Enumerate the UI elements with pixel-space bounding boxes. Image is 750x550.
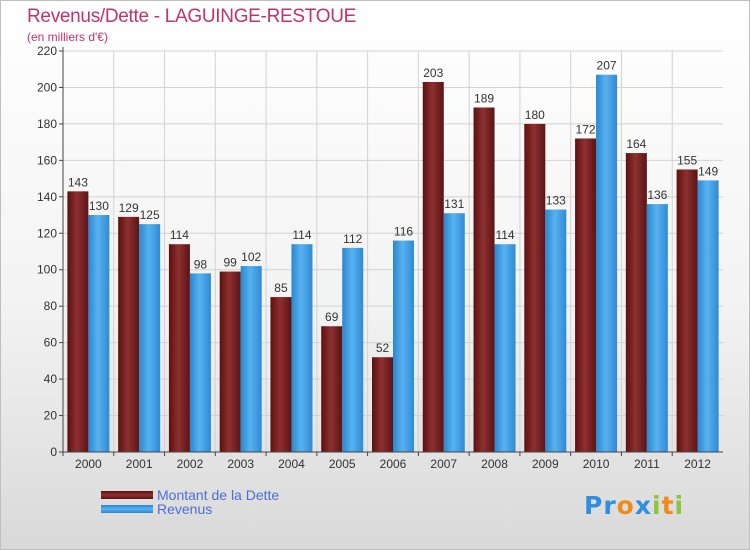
- bar-value-label: 149: [698, 164, 718, 178]
- bar-dette: [270, 297, 292, 452]
- x-tick-label: 2002: [177, 457, 204, 471]
- bar-value-label: 136: [647, 188, 667, 202]
- bar-value-label: 155: [677, 153, 697, 167]
- bar-revenus: [443, 213, 465, 452]
- x-tick-label: 2009: [532, 457, 559, 471]
- bar-revenus: [697, 180, 719, 452]
- bar-value-label: 131: [444, 197, 464, 211]
- x-tick-label: 2003: [227, 457, 254, 471]
- y-tick-label: 40: [44, 372, 58, 386]
- y-tick-label: 20: [44, 409, 58, 423]
- legend-item-revenus: Revenus: [101, 501, 213, 517]
- bar-dette: [372, 357, 393, 452]
- legend-label-revenus: Revenus: [157, 501, 213, 517]
- bar-revenus: [139, 224, 161, 452]
- x-tick-label: 2001: [126, 457, 153, 471]
- bar-value-label: 207: [597, 59, 617, 73]
- legend-label-dette: Montant de la Dette: [157, 487, 280, 503]
- bar-revenus: [189, 273, 211, 452]
- bar-dette: [422, 81, 444, 453]
- bar-value-label: 98: [194, 257, 208, 271]
- chart-subtitle: (en milliers d'€): [27, 30, 108, 44]
- bar-value-label: 99: [224, 256, 238, 270]
- legend-swatch-revenus: [101, 505, 153, 513]
- axis-layer: 0 20 40 60 80 100 120 140 160 180 200 220 2000 2001 20…: [37, 44, 723, 471]
- y-tick-label: 160: [37, 153, 57, 167]
- x-tick-label: 2008: [481, 457, 508, 471]
- bar-value-label: 189: [474, 92, 494, 106]
- bar-value-label: 164: [626, 137, 646, 151]
- x-tick-label: 2006: [380, 457, 407, 471]
- bar-value-label: 125: [140, 208, 160, 222]
- bar-dette: [67, 191, 89, 452]
- bar-revenus: [494, 244, 516, 452]
- bar-value-label: 180: [525, 108, 545, 122]
- bar-revenus: [545, 209, 567, 452]
- bar-value-label: 114: [292, 228, 311, 242]
- x-tick-label: 2004: [278, 457, 305, 471]
- legend-item-dette: Montant de la Dette: [101, 487, 280, 503]
- bar-revenus: [393, 240, 414, 452]
- x-tick-label: 2012: [684, 457, 711, 471]
- y-tick-label: 220: [37, 44, 57, 58]
- bar-dette: [168, 244, 190, 452]
- y-tick-label: 60: [44, 336, 58, 350]
- proxiti-logo: Proxiti: [584, 491, 685, 520]
- x-tick-label: 2007: [430, 457, 457, 471]
- bar-revenus: [291, 244, 313, 452]
- bar-dette: [321, 326, 343, 452]
- bar-revenus: [240, 266, 262, 452]
- bar-value-label: 130: [89, 199, 109, 213]
- y-tick-label: 120: [37, 226, 57, 240]
- bar-value-label: 52: [376, 341, 390, 355]
- bar-value-label: 172: [576, 122, 596, 136]
- x-tick-label: 2010: [583, 457, 610, 471]
- y-tick-label: 80: [44, 299, 58, 313]
- y-tick-label: 100: [37, 263, 57, 277]
- bar-dette: [575, 138, 597, 452]
- bar-value-label: 133: [546, 194, 566, 208]
- bar-dette: [676, 169, 698, 452]
- bar-dette: [219, 271, 241, 452]
- bar-dette: [625, 153, 647, 452]
- x-tick-label: 2011: [634, 457, 660, 471]
- bar-value-label: 69: [325, 310, 339, 324]
- bar-value-label: 114: [170, 228, 189, 242]
- y-tick-label: 200: [37, 80, 57, 94]
- bar-dette: [473, 107, 495, 452]
- bar-revenus: [342, 247, 364, 452]
- legend-swatch-dette: [101, 491, 153, 499]
- chart-title: Revenus/Dette - LAGUINGE-RESTOUE: [27, 6, 356, 27]
- bar-revenus: [646, 204, 668, 452]
- y-tick-label: 140: [37, 190, 57, 204]
- bar-value-label: 85: [274, 281, 288, 295]
- bar-revenus: [596, 74, 618, 452]
- bar-value-label: 102: [241, 250, 261, 264]
- bar-value-label: 114: [495, 228, 514, 242]
- bar-value-label: 203: [423, 66, 443, 80]
- bar-value-label: 143: [68, 175, 88, 189]
- bar-dette: [118, 216, 140, 452]
- bar-value-label: 112: [343, 232, 362, 246]
- x-tick-label: 2005: [329, 457, 356, 471]
- bar-revenus: [88, 215, 110, 452]
- bar-value-label: 129: [119, 201, 139, 215]
- bar-dette: [524, 123, 546, 452]
- y-tick-label: 0: [50, 445, 57, 459]
- x-tick-label: 2000: [75, 457, 102, 471]
- y-tick-label: 180: [37, 117, 57, 131]
- bar-value-label: 116: [394, 225, 413, 239]
